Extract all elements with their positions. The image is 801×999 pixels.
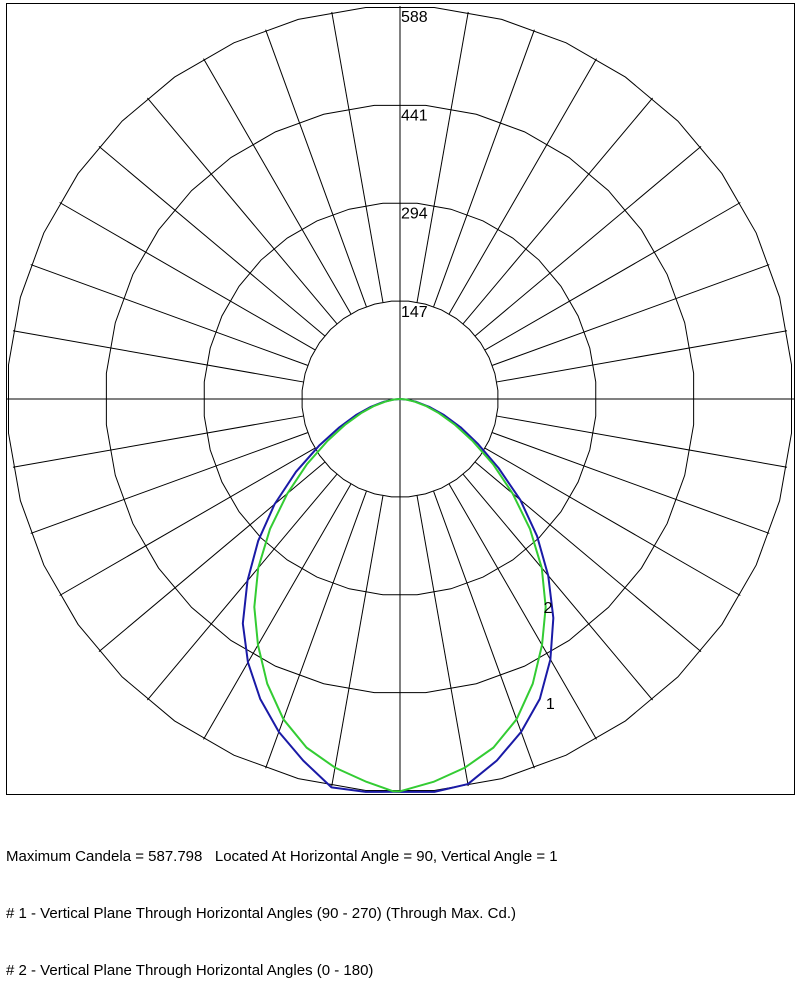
ring-labels: 1 2 147 294 441 588	[401, 9, 555, 713]
series-1-curve	[241, 398, 555, 793]
grid-spoke	[496, 330, 788, 383]
ring-label-2: 294	[401, 206, 428, 223]
max-candela-text: Maximum Candela = 587.798 Located At Hor…	[6, 848, 558, 865]
grid-spoke	[146, 473, 338, 701]
grid-spoke	[265, 29, 367, 307]
series-2-label: 2	[544, 600, 553, 617]
grid-spoke	[448, 483, 597, 740]
grid-spoke	[98, 145, 326, 337]
polar-candela-chart: 1 2 147 294 441 588	[7, 6, 794, 793]
grid-spoke	[496, 415, 788, 468]
series-2-curve	[253, 398, 547, 793]
grid-ring-4	[8, 7, 792, 791]
grid-spoke	[30, 432, 308, 534]
grid-spoke	[416, 495, 469, 787]
grid-spoke	[146, 97, 338, 325]
grid-spoke	[433, 491, 535, 769]
chart-footer: Maximum Candela = 587.798 Located At Hor…	[6, 809, 796, 999]
grid-spoke	[448, 58, 597, 315]
grid-ring-2	[203, 202, 597, 596]
grid-ring-3	[105, 104, 695, 694]
grid-spoke	[203, 58, 352, 315]
ring-label-3: 441	[401, 107, 428, 124]
grid-spoke	[331, 495, 384, 787]
grid-spoke	[331, 11, 384, 303]
ring-label-4: 588	[401, 9, 428, 26]
grid-spoke	[474, 145, 702, 337]
polar-series	[241, 398, 555, 793]
grid-spoke	[433, 29, 535, 307]
grid-ring-1	[301, 300, 499, 498]
grid-spoke	[492, 264, 770, 366]
grid-spoke	[59, 202, 316, 351]
grid-spoke	[492, 432, 770, 534]
grid-spoke	[30, 264, 308, 366]
grid-spoke	[12, 415, 304, 468]
grid-spoke	[203, 483, 352, 740]
legend-series-2: # 2 - Vertical Plane Through Horizontal …	[6, 962, 374, 979]
grid-spoke	[484, 202, 741, 351]
grid-spoke	[265, 491, 367, 769]
ring-label-1: 147	[401, 304, 428, 321]
grid-spoke	[12, 330, 304, 383]
grid-spoke	[416, 11, 469, 303]
grid-spoke	[484, 447, 741, 596]
legend-series-1: # 1 - Vertical Plane Through Horizontal …	[6, 905, 516, 922]
grid-spoke	[462, 97, 654, 325]
grid-spoke	[462, 473, 654, 701]
grid-spoke	[59, 447, 316, 596]
series-1-label: 1	[546, 696, 555, 713]
